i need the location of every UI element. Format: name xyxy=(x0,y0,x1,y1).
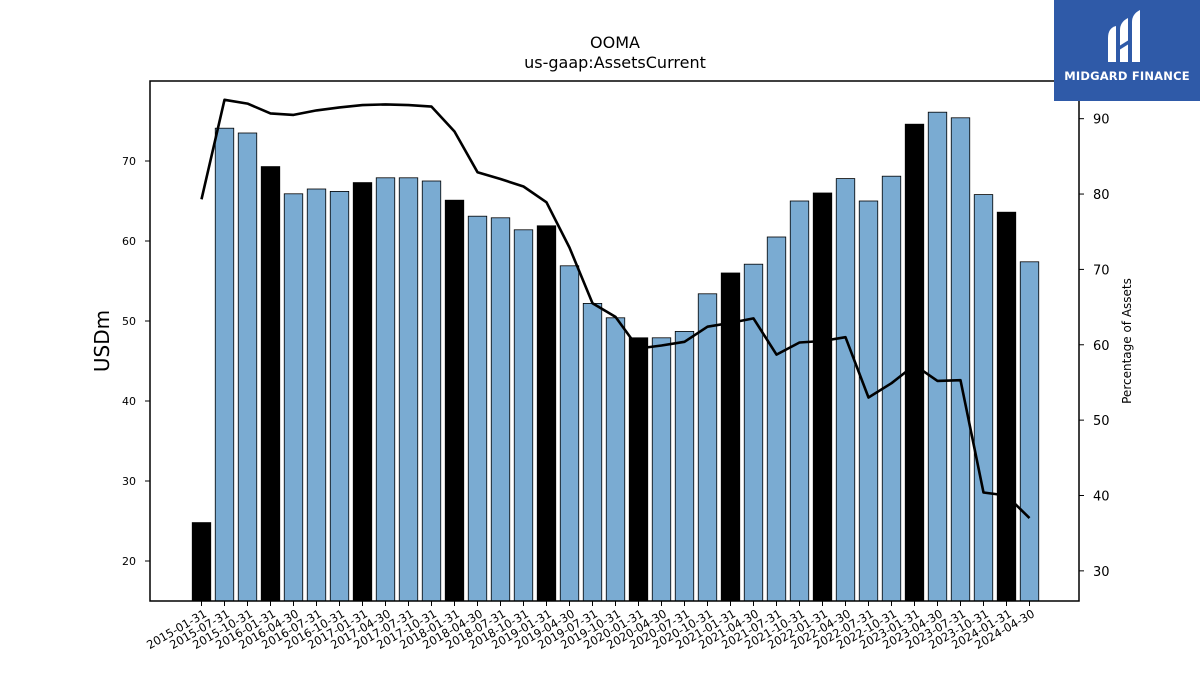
chart-subtitle: us-gaap:AssetsCurrent xyxy=(524,53,706,72)
y-tick-label-70: 70 xyxy=(122,155,136,168)
y2-tick-label-60: 60 xyxy=(1093,339,1110,354)
x-axis: 2015-01-312015-07-312015-10-312016-01-31… xyxy=(144,601,1037,652)
bar-2021-04-30 xyxy=(743,263,764,602)
y2-tick-label-90: 90 xyxy=(1093,113,1110,128)
y2-axis-label: Percentage of Assets xyxy=(1120,278,1134,404)
bar-2016-01-31 xyxy=(260,166,281,602)
y2-tick-label-80: 80 xyxy=(1093,188,1110,203)
bar-2018-01-31 xyxy=(444,199,465,602)
bar-2020-10-31 xyxy=(697,293,718,602)
y-tick-label-20: 20 xyxy=(122,555,136,568)
y-axis-label: USDm xyxy=(90,310,114,372)
bar-2017-10-31 xyxy=(421,180,442,602)
bar-2019-04-30 xyxy=(559,265,580,602)
bar-2016-04-30 xyxy=(283,193,304,602)
midgard-finance-logo: MIDGARD FINANCE xyxy=(1054,0,1200,101)
chart-title: OOMA xyxy=(590,33,640,52)
bar-2018-07-31 xyxy=(490,217,511,602)
midgard-logo-mark-icon xyxy=(1108,10,1140,62)
y-tick-label-60: 60 xyxy=(122,235,136,248)
y2-tick-label-50: 50 xyxy=(1093,414,1110,429)
bar-2022-07-31 xyxy=(858,200,879,602)
bars-layer xyxy=(191,111,1040,602)
y-axis-right: 30 40 50 60 70 80 90 xyxy=(1079,113,1110,580)
bar-2019-01-31 xyxy=(536,225,557,602)
bar-2017-04-30 xyxy=(375,177,396,602)
bar-2015-10-31 xyxy=(237,132,258,602)
y2-tick-label-40: 40 xyxy=(1093,489,1110,504)
bar-2023-01-31 xyxy=(904,123,925,602)
bar-2020-01-31 xyxy=(628,337,649,602)
line-percentage-of-assets xyxy=(200,98,1031,520)
bar-2015-07-31 xyxy=(214,127,235,602)
y-tick-label-40: 40 xyxy=(122,395,136,408)
logo-text: MIDGARD FINANCE xyxy=(1064,69,1190,83)
bar-2019-07-31 xyxy=(582,302,603,602)
bar-2019-10-31 xyxy=(605,317,626,602)
bar-2023-04-30 xyxy=(927,111,948,602)
plot-frame xyxy=(149,80,1080,602)
y-tick-label-30: 30 xyxy=(122,475,136,488)
bar-2021-07-31 xyxy=(766,236,787,602)
y-tick-label-50: 50 xyxy=(122,315,136,328)
bar-2023-07-31 xyxy=(950,117,971,602)
y2-tick-label-70: 70 xyxy=(1093,263,1110,278)
y-axis-left: 20 30 40 50 60 70 xyxy=(122,155,150,568)
bar-2017-01-31 xyxy=(352,182,373,602)
bar-2021-10-31 xyxy=(789,200,810,602)
bar-2023-10-31 xyxy=(973,194,994,602)
bar-2020-04-30 xyxy=(651,337,672,602)
bar-2015-01-31 xyxy=(191,522,212,602)
bar-2017-07-31 xyxy=(398,177,419,602)
y2-tick-label-30: 30 xyxy=(1093,565,1110,580)
bar-2024-04-30 xyxy=(1019,261,1040,602)
bar-2024-01-31 xyxy=(996,211,1017,602)
bar-2016-07-31 xyxy=(306,188,327,602)
bar-2020-07-31 xyxy=(674,330,695,602)
bar-2016-10-31 xyxy=(329,190,350,602)
bar-2022-04-30 xyxy=(835,178,856,602)
bar-2022-01-31 xyxy=(812,192,833,602)
bar-2018-10-31 xyxy=(513,229,534,602)
bar-2018-04-30 xyxy=(467,215,488,602)
line-layer xyxy=(200,98,1031,520)
